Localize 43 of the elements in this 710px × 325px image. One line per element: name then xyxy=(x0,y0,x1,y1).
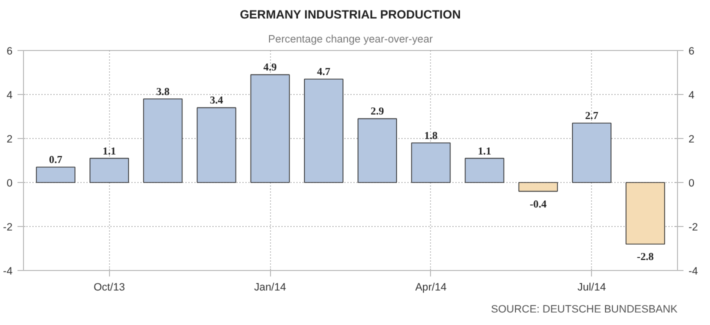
y-tick-label: -2 xyxy=(3,222,13,234)
bar xyxy=(304,78,344,183)
data-label: 2.9 xyxy=(370,106,384,118)
y-tick-label: 4 xyxy=(6,90,13,102)
y2-tick-label: 0 xyxy=(688,178,694,190)
bar xyxy=(36,166,76,183)
y2-tick-label: -4 xyxy=(688,266,698,278)
y-tick-label: 0 xyxy=(6,178,13,190)
y2-tick-label: 6 xyxy=(688,46,694,58)
data-label: 2.7 xyxy=(585,111,600,122)
source-note: SOURCE: DEUTSCHE BUNDESBANK xyxy=(490,304,678,316)
data-label: -0.4 xyxy=(530,199,548,210)
data-label: -2.8 xyxy=(636,252,654,264)
bar xyxy=(90,158,129,183)
data-label: 1.1 xyxy=(102,146,116,158)
x-tick-label: Jan/14 xyxy=(254,282,286,294)
y2-tick-label: 4 xyxy=(688,90,694,102)
x-tick-label: Apr/14 xyxy=(415,282,447,294)
data-label: 0.7 xyxy=(49,155,63,166)
bar xyxy=(464,158,504,183)
data-label: 1.8 xyxy=(424,130,438,142)
y2-tick-label: -2 xyxy=(688,222,698,234)
y-tick-label: 2 xyxy=(6,134,13,146)
y-tick-label: 6 xyxy=(6,46,13,58)
y2-tick-label: 2 xyxy=(688,134,694,146)
bar xyxy=(358,118,397,183)
bar xyxy=(518,182,558,192)
y-tick-label: -4 xyxy=(3,266,13,278)
bar xyxy=(250,74,290,183)
bar xyxy=(411,142,451,183)
x-tick-label: Oct/13 xyxy=(94,282,126,294)
data-label: 4.9 xyxy=(263,62,277,74)
data-label: 3.8 xyxy=(156,86,170,98)
bar xyxy=(196,107,236,183)
chart-subtitle: Percentage change year-over-year xyxy=(268,34,434,46)
chart-title: GERMANY INDUSTRIAL PRODUCTION xyxy=(240,8,461,22)
bar xyxy=(572,122,612,183)
data-label: 3.4 xyxy=(210,96,224,107)
data-label: 4.7 xyxy=(317,67,332,78)
bar xyxy=(626,182,666,244)
data-label: 1.1 xyxy=(478,146,492,158)
bar xyxy=(143,98,183,183)
x-tick-label: Jul/14 xyxy=(578,282,606,294)
